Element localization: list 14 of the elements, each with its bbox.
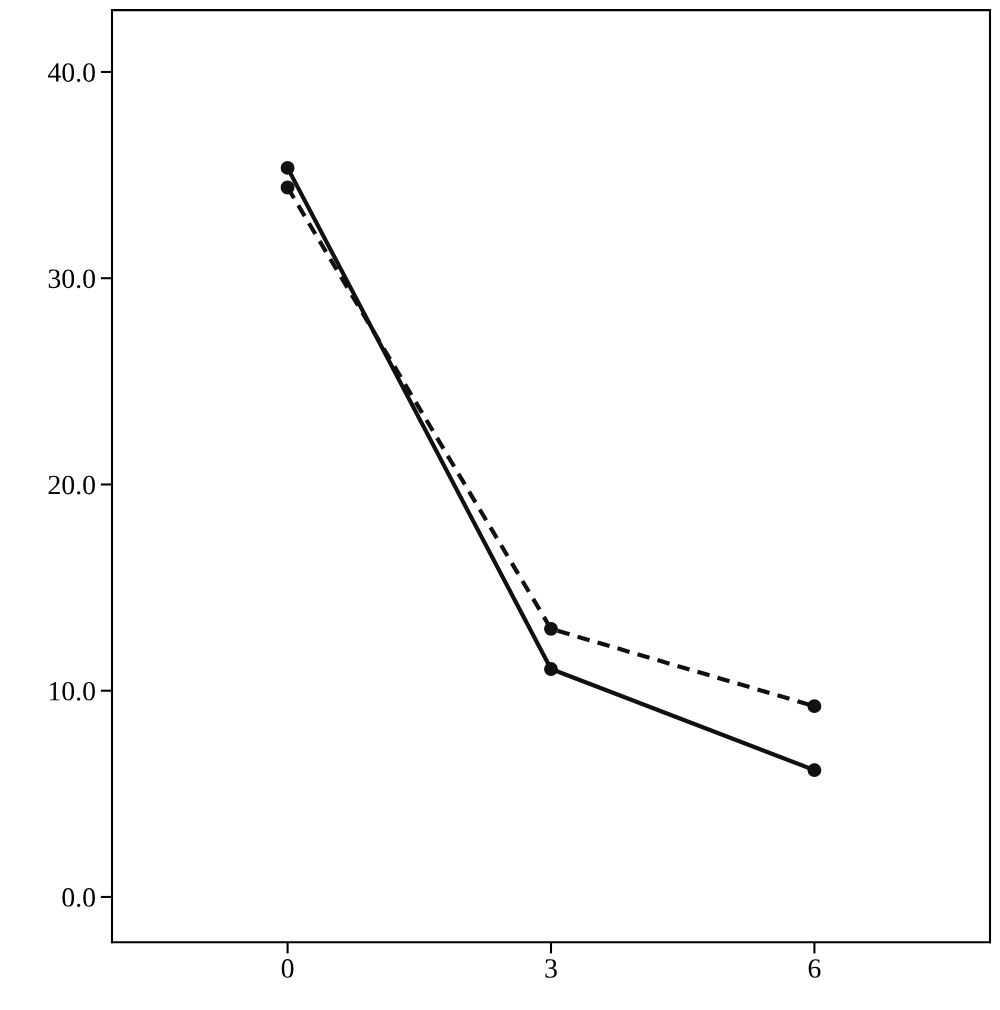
y-tick-label: 40.0: [47, 63, 95, 83]
point: [280, 180, 295, 195]
point: [544, 621, 558, 636]
y-tick-label: 0.0: [62, 888, 95, 907]
y-tick-label: 20.0: [48, 475, 95, 495]
x-tick-label: 6: [808, 959, 821, 978]
point: [544, 662, 558, 676]
point: [280, 160, 295, 175]
y-tick-label: 10.0: [49, 681, 95, 701]
point: [807, 699, 822, 714]
y-tick-label: 30.0: [48, 269, 95, 289]
point: [807, 763, 822, 778]
x-tick-label: 0: [281, 959, 294, 978]
x-tick-label: 3: [545, 959, 557, 978]
